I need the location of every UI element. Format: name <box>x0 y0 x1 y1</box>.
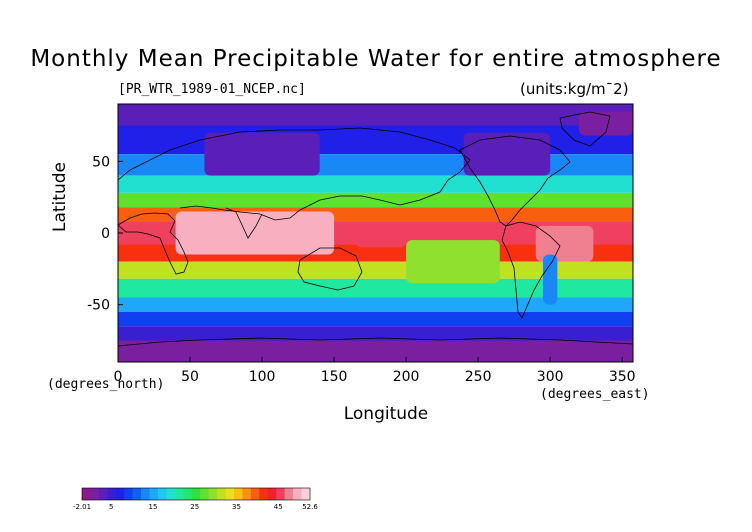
colorbar-swatch <box>132 488 142 500</box>
coast-australia <box>297 247 363 291</box>
colorbar-swatch <box>158 488 167 500</box>
colorbar-swatch <box>242 488 252 500</box>
heatmap-region <box>355 225 407 248</box>
colorbar-label: 35 <box>232 503 241 511</box>
colorbar-label: 25 <box>190 503 199 511</box>
x-tick-label: 0 <box>114 369 123 385</box>
heatmap-band <box>118 278 633 298</box>
colorbar-swatch <box>124 488 133 500</box>
colorbar-swatch <box>115 488 125 500</box>
map-title: Monthly Mean Precipitable Water for enti… <box>30 46 722 72</box>
heatmap-band <box>118 326 633 341</box>
colorbar-swatch <box>141 488 150 500</box>
x-axis-title: Longitude <box>343 404 429 424</box>
heatmap-band <box>118 175 633 193</box>
y-tick-label: 50 <box>92 154 110 170</box>
colorbar-label: 15 <box>149 503 158 511</box>
colorbar-swatch <box>234 488 243 500</box>
heatmap-band <box>118 261 633 279</box>
colorbar-swatch <box>284 488 294 500</box>
source-file-label: [PR_WTR_1989-01_NCEP.nc] <box>118 82 306 97</box>
colorbar-swatch <box>259 488 269 500</box>
colorbar-swatch <box>107 488 117 500</box>
units-label: (units:kg/m¯2) <box>520 80 629 98</box>
heatmap-band <box>118 104 633 126</box>
colorbar-swatch <box>191 488 201 500</box>
x-axis-unit: (degrees_east) <box>540 387 650 402</box>
colorbar-swatch <box>174 488 184 500</box>
x-tick-label: 200 <box>393 369 420 385</box>
colorbar-swatch <box>225 488 235 500</box>
colorbar-swatch <box>149 488 159 500</box>
coast-europe-asia <box>117 127 471 221</box>
colorbar-label: 52.6 <box>302 503 318 511</box>
colorbar-swatch <box>276 488 285 500</box>
colorbar-swatch <box>208 488 218 500</box>
colorbar-swatch <box>98 488 108 500</box>
heatmap-region <box>535 225 594 262</box>
colorbar-label: 5 <box>109 503 113 511</box>
colorbar-label: -2.01 <box>73 503 91 511</box>
heatmap-region <box>463 132 551 176</box>
heatmap-region <box>578 111 633 136</box>
y-tick-label: 0 <box>101 226 110 242</box>
x-tick-label: 350 <box>609 369 636 385</box>
x-tick-label: 250 <box>465 369 492 385</box>
coast-africa <box>117 212 189 275</box>
colorbar-swatch <box>293 488 302 500</box>
y-axis-unit: (degrees_north) <box>47 377 165 392</box>
heatmap-region <box>175 211 335 255</box>
heatmap-region <box>204 132 320 176</box>
colorbar-label: 45 <box>274 503 283 511</box>
colorbar: -2.01 5 15 25 35 45 52.6 <box>73 487 318 511</box>
y-axis-ticks: 50 0 -50 <box>87 154 123 314</box>
heatmap-layer <box>118 104 633 362</box>
coastlines <box>117 111 634 347</box>
x-tick-label: 300 <box>537 369 564 385</box>
colorbar-swatch <box>183 488 193 500</box>
y-axis-title: Latitude <box>50 162 70 232</box>
x-tick-label: 100 <box>249 369 276 385</box>
coast-greenland <box>559 111 611 147</box>
heatmap-band <box>118 340 633 362</box>
colorbar-swatch <box>217 488 226 500</box>
heatmap-band <box>118 297 633 312</box>
heatmap-band <box>118 192 633 208</box>
colorbar-swatch <box>301 488 311 500</box>
x-axis-ticks: 0 50 100 150 200 250 300 350 <box>114 357 636 385</box>
coast-south-america <box>501 221 561 319</box>
heatmap-region <box>406 240 500 284</box>
coast-antarctica <box>117 337 634 347</box>
y-tick-label: -50 <box>87 298 110 314</box>
heatmap-region <box>542 254 558 305</box>
colorbar-swatch <box>250 488 260 500</box>
heatmap-band <box>118 311 633 327</box>
colorbar-swatch <box>166 488 176 500</box>
colorbar-swatch <box>90 488 100 500</box>
colorbar-swatch <box>82 488 91 500</box>
x-tick-label: 50 <box>181 369 199 385</box>
coast-north-america <box>459 135 571 227</box>
x-tick-label: 150 <box>321 369 348 385</box>
coast-india <box>225 207 263 239</box>
colorbar-frame <box>81 487 311 501</box>
colorbar-swatch <box>200 488 209 500</box>
colorbar-swatch <box>267 488 277 500</box>
